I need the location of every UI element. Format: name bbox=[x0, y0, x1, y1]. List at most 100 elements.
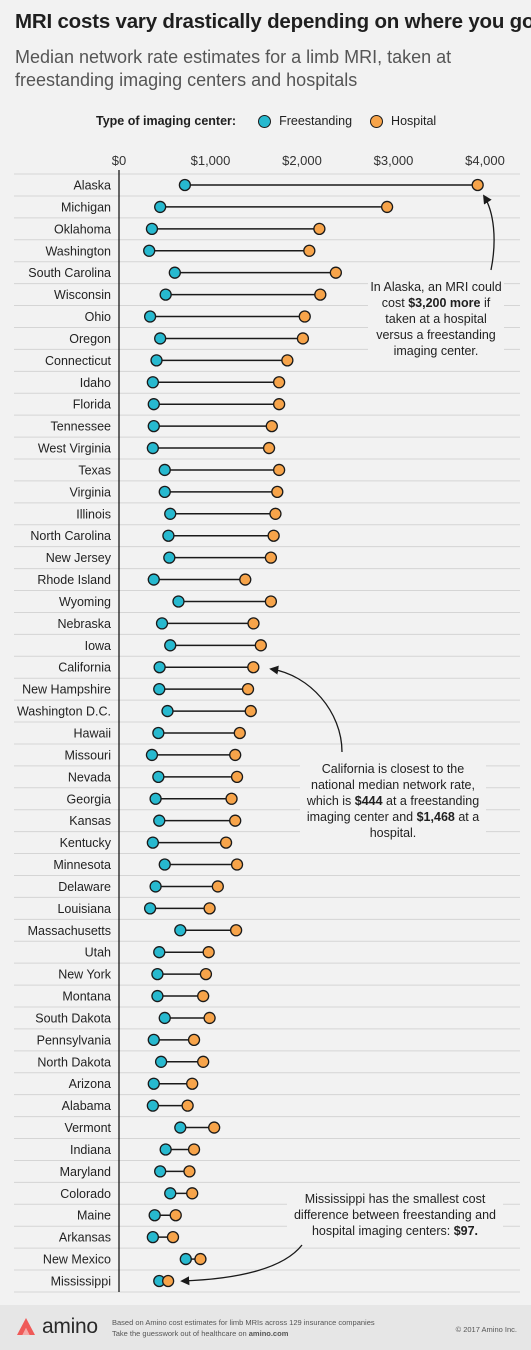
state-label: Iowa bbox=[85, 639, 111, 653]
california-annotation-end: at a hospital. bbox=[369, 810, 480, 840]
state-label: Washington bbox=[45, 244, 111, 258]
hospital-point bbox=[244, 704, 257, 718]
freestanding-point bbox=[158, 463, 171, 477]
hospital-point bbox=[187, 1033, 201, 1047]
footer-tagline-text: Take the guesswork out of healthcare on bbox=[112, 1329, 249, 1338]
hospital-point bbox=[281, 354, 294, 367]
hospital-point bbox=[197, 1055, 210, 1068]
state-label: Oklahoma bbox=[54, 222, 111, 236]
hospital-point bbox=[230, 770, 244, 783]
mississippi-annotation-text: Mississippi has the smallest cost differ… bbox=[293, 1192, 496, 1238]
freestanding-point bbox=[158, 485, 171, 499]
freestanding-point bbox=[147, 419, 160, 433]
hospital-point bbox=[169, 1209, 182, 1222]
dumbbells bbox=[143, 178, 484, 1288]
state-label: Delaware bbox=[58, 880, 111, 894]
state-label: Arkansas bbox=[59, 1231, 111, 1245]
copyright: © 2017 Amino Inc. bbox=[455, 1325, 517, 1334]
state-label: Idaho bbox=[80, 376, 111, 390]
freestanding-point bbox=[145, 748, 159, 762]
freestanding-point bbox=[153, 683, 166, 696]
freestanding-point bbox=[149, 880, 162, 893]
hospital-point bbox=[264, 595, 278, 608]
freestanding-point bbox=[174, 924, 187, 937]
state-label: Montana bbox=[62, 990, 111, 1004]
hospital-point bbox=[225, 792, 238, 805]
state-label: Rhode Island bbox=[37, 573, 111, 587]
hospital-point bbox=[272, 398, 286, 411]
state-label: Missouri bbox=[64, 748, 111, 762]
freestanding-point bbox=[143, 310, 157, 323]
legend-label-freestanding: Freestanding bbox=[279, 114, 353, 128]
hospital-point bbox=[202, 946, 215, 959]
state-label: Utah bbox=[85, 946, 111, 960]
state-label: Pennsylvania bbox=[37, 1033, 111, 1047]
california-hospital-highlight: $1,468 bbox=[416, 810, 455, 824]
hospital-point bbox=[199, 967, 213, 981]
california-annotation: California is closest to the national me… bbox=[300, 761, 486, 841]
alaska-annotation-text-end: if taken at a hospital versus a freestan… bbox=[376, 296, 496, 358]
freestanding-point bbox=[145, 222, 159, 235]
hospital-swatch-icon bbox=[370, 114, 384, 128]
amino-logo[interactable]: amino bbox=[15, 1315, 98, 1339]
freestanding-point bbox=[153, 814, 166, 827]
hospital-point bbox=[161, 1274, 175, 1288]
x-tick-label: $3,000 bbox=[374, 153, 414, 168]
x-tick-label: $0 bbox=[112, 153, 126, 168]
state-label: North Dakota bbox=[37, 1055, 111, 1069]
california-arrow bbox=[269, 665, 343, 753]
dumbbell-chart: $0 $1,000 $2,000 $3,000 $4,000 Alaska Michiga… bbox=[14, 153, 520, 1293]
hospital-point bbox=[208, 1121, 221, 1134]
footer-link[interactable]: amino.com bbox=[248, 1329, 289, 1338]
freestanding-point bbox=[149, 792, 162, 805]
hospital-point bbox=[239, 573, 252, 586]
hospital-point bbox=[197, 989, 210, 1003]
state-label: Illinois bbox=[76, 507, 111, 521]
mississippi-annotation: Mississippi has the smallest cost differ… bbox=[287, 1191, 503, 1239]
amino-logo-icon bbox=[17, 1318, 35, 1335]
state-label: Hawaii bbox=[73, 727, 111, 741]
alaska-annotation: In Alaska, an MRI could cost $3,200 more… bbox=[368, 279, 504, 359]
freestanding-point bbox=[172, 595, 185, 608]
hospital-point bbox=[229, 814, 242, 827]
freestanding-point bbox=[146, 1099, 160, 1112]
state-label: New Mexico bbox=[43, 1253, 111, 1267]
freestanding-point bbox=[179, 1252, 192, 1266]
hospital-point bbox=[229, 924, 243, 937]
freestanding-point bbox=[147, 398, 160, 411]
hospital-point bbox=[271, 485, 284, 499]
hospital-point bbox=[211, 880, 224, 893]
hospital-point bbox=[267, 529, 280, 542]
x-tick-label: $2,000 bbox=[282, 153, 322, 168]
hospital-point bbox=[241, 683, 255, 696]
alaska-annotation-highlight: $3,200 more bbox=[408, 296, 481, 310]
freestanding-point bbox=[146, 1231, 160, 1244]
chart-title: MRI costs vary drastically depending on … bbox=[15, 10, 531, 33]
hospital-point bbox=[272, 376, 286, 389]
hospital-point bbox=[229, 748, 242, 762]
freestanding-point bbox=[154, 1055, 168, 1068]
legend-item-freestanding: Freestanding bbox=[258, 114, 352, 128]
alaska-arrow bbox=[483, 194, 495, 271]
freestanding-point bbox=[162, 529, 175, 542]
footer-source: Based on Amino cost estimates for limb M… bbox=[112, 1318, 375, 1327]
freestanding-point bbox=[154, 332, 167, 345]
x-tick-label: $1,000 bbox=[191, 153, 231, 168]
x-axis: $0 $1,000 $2,000 $3,000 $4,000 bbox=[112, 153, 505, 168]
state-label: Colorado bbox=[60, 1187, 111, 1201]
state-label: Wisconsin bbox=[54, 288, 111, 302]
state-label: Maryland bbox=[60, 1165, 111, 1179]
hospital-point bbox=[471, 178, 484, 192]
freestanding-point bbox=[147, 1077, 160, 1090]
freestanding-point bbox=[155, 617, 169, 630]
state-label: Wyoming bbox=[59, 595, 111, 609]
state-label: Washington D.C. bbox=[17, 705, 111, 719]
hospital-point bbox=[181, 1099, 194, 1112]
freestanding-point bbox=[151, 967, 164, 981]
footer: amino Based on Amino cost estimates for … bbox=[0, 1305, 531, 1350]
freestanding-point bbox=[152, 726, 165, 740]
freestanding-point bbox=[143, 902, 157, 915]
hospital-point bbox=[183, 1165, 196, 1178]
state-label: Connecticut bbox=[45, 354, 112, 368]
state-label: Kansas bbox=[69, 814, 111, 828]
